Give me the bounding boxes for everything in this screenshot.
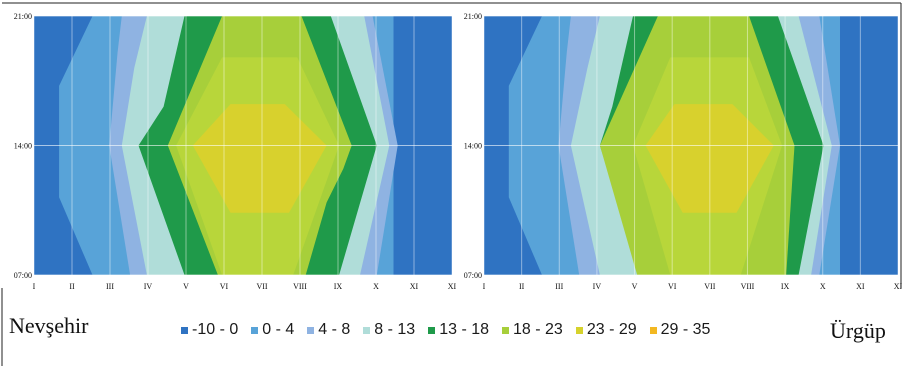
- x-tick-label: II: [519, 282, 525, 291]
- y-tick-label: 07:00: [14, 271, 32, 280]
- legend-item: 4 - 8: [307, 321, 350, 339]
- contour-band: [192, 104, 327, 213]
- legend-swatch: [428, 326, 436, 334]
- legend-label: 29 - 35: [660, 321, 711, 338]
- x-tick-label: III: [555, 282, 563, 291]
- contour-band: [645, 104, 774, 213]
- x-tick-label: VII: [704, 282, 715, 291]
- legend-item: 0 - 4: [251, 321, 294, 339]
- y-tick-label: 21:00: [14, 12, 32, 21]
- x-tick-label: X: [820, 282, 826, 291]
- x-tick-label: VIII: [293, 282, 307, 291]
- legend-item: 29 - 35: [649, 321, 711, 339]
- legend-label: 23 - 29: [586, 321, 637, 338]
- legend: -10 - 0 0 - 4 4 - 8 8 - 13 13 - 18 18 - …: [181, 321, 723, 339]
- x-tick-label: III: [106, 282, 114, 291]
- x-tick-label: I: [33, 282, 36, 291]
- x-tick-label: IX: [781, 282, 790, 291]
- x-tick-label: XI: [894, 282, 903, 291]
- x-tick-label: XI: [448, 282, 457, 291]
- x-tick-label: II: [69, 282, 75, 291]
- legend-swatch: [251, 326, 259, 334]
- legend-swatch: [307, 326, 315, 334]
- x-tick-label: IX: [334, 282, 343, 291]
- legend-swatch: [649, 326, 657, 334]
- x-tick-label: I: [483, 282, 486, 291]
- x-tick-label: VI: [220, 282, 229, 291]
- legend-label: 13 - 18: [439, 321, 490, 338]
- x-tick-label: V: [632, 282, 638, 291]
- station-label-nevsehir: Nevşehir: [9, 313, 89, 338]
- legend-label: 4 - 8: [318, 321, 351, 338]
- legend-swatch: [363, 326, 371, 334]
- x-tick-label: V: [183, 282, 189, 291]
- y-tick-label: 14:00: [14, 142, 32, 151]
- x-tick-label: XI: [856, 282, 865, 291]
- y-tick-label: 14:00: [464, 142, 482, 151]
- legend-label: 8 - 13: [374, 321, 416, 338]
- legend-item: 18 - 23: [502, 321, 563, 339]
- legend-label: 0 - 4: [262, 321, 295, 338]
- x-tick-label: IV: [593, 282, 602, 291]
- x-tick-label: XI: [410, 282, 419, 291]
- x-tick-label: VI: [668, 282, 677, 291]
- legend-item: 8 - 13: [363, 321, 415, 339]
- legend-label: 18 - 23: [513, 321, 563, 338]
- legend-swatch: [181, 326, 188, 334]
- legend-item: 13 - 18: [428, 321, 489, 339]
- legend-label: -10 - 0: [192, 321, 239, 338]
- legend-swatch: [575, 326, 583, 334]
- x-tick-label: IV: [144, 282, 153, 291]
- legend-item: -10 - 0: [181, 321, 238, 339]
- x-tick-label: X: [373, 282, 379, 291]
- station-label-urgup: Ürgüp: [830, 318, 886, 343]
- legend-item: 23 - 29: [575, 321, 637, 339]
- legend-swatch: [502, 326, 510, 334]
- x-tick-label: VIII: [741, 282, 755, 291]
- x-tick-label: VII: [256, 282, 267, 291]
- y-tick-label: 21:00: [464, 12, 482, 21]
- y-tick-label: 07:00: [464, 271, 482, 280]
